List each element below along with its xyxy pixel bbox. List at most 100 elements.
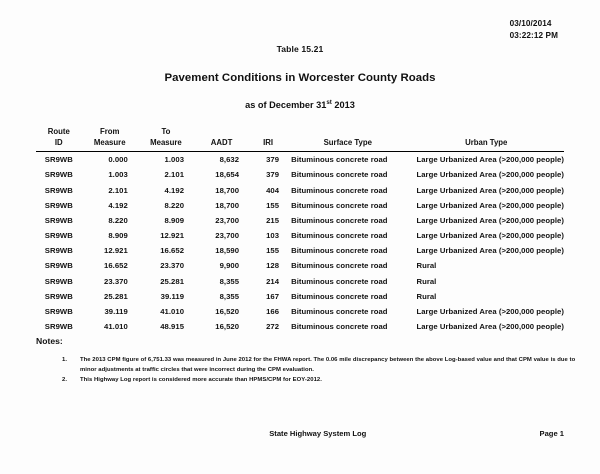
cell-aadt: 16,520 — [215, 307, 240, 316]
cell-urban_type: Large Urbanized Area (>200,000 people) — [416, 215, 564, 225]
table-row: SR9WB 2.101 4.192 18,700 404 Bituminous concr… — [36, 182, 564, 197]
cell-aadt: 23,700 — [215, 215, 240, 225]
cell-from_measure: 0.000 — [108, 155, 128, 165]
cell-aadt: 9,900 — [219, 261, 240, 271]
note-item: 1. The 2013 CPM figure of 6,751.33 was me… — [36, 356, 580, 375]
cell-urban_type: Large Urbanized Area (>200,000 people) — [416, 185, 564, 195]
page-subtitle: as of December 31st 2013 — [0, 99, 600, 110]
cell-iri: 272 — [266, 322, 280, 332]
table-row: SR9WB 8.220 8.909 23,700 215 Bituminous concr… — [36, 213, 564, 228]
cell-surface_type: Bituminous concrete road — [291, 155, 388, 165]
column-header-surface-type: Surface Type — [323, 137, 372, 147]
cell-to_measure: 25.281 — [160, 276, 185, 286]
footer-title: State Highway System Log — [269, 429, 367, 438]
cell-iri: 214 — [266, 276, 280, 286]
cell-surface_type: Bituminous concrete road — [291, 291, 388, 301]
cell-to_measure: 8.220 — [164, 200, 185, 210]
cell-aadt: 18,700 — [215, 185, 240, 195]
table-header-row: Route ID From Measure To Measure AADT IR… — [36, 127, 564, 149]
cell-aadt: 8,632 — [219, 155, 240, 165]
cell-route_id: SR9WB — [44, 215, 73, 225]
note-text: The 2013 CPM figure of 6,751.33 was meas… — [80, 357, 576, 373]
rule-cell — [194, 149, 250, 152]
header-time: 03:22:12 PM — [509, 30, 558, 40]
cell-to_measure: 2.101 — [164, 170, 185, 180]
subtitle-prefix: as of December 31 — [245, 100, 327, 110]
cell-iri: 128 — [266, 261, 280, 271]
cell-surface_type: Bituminous concrete road — [291, 185, 388, 195]
cell-from_measure: 8.220 — [108, 215, 128, 225]
note-number: 1. — [62, 357, 68, 363]
table-number: Table 15.21 — [276, 44, 324, 54]
cell-to_measure: 48.915 — [160, 322, 185, 332]
cell-surface_type: Bituminous concrete road — [291, 307, 388, 316]
cell-iri: 379 — [266, 155, 280, 165]
column-header-from-measure: From Measure — [93, 127, 126, 147]
cell-aadt: 8,355 — [219, 291, 240, 301]
column-header-aadt: AADT — [210, 137, 233, 147]
cell-to_measure: 8.909 — [164, 215, 185, 225]
cell-surface_type: Bituminous concrete road — [291, 261, 388, 271]
cell-route_id: SR9WB — [44, 276, 73, 286]
column-header-to-measure: To Measure — [150, 127, 182, 147]
cell-from_measure: 25.281 — [104, 291, 128, 301]
cell-aadt: 18,590 — [215, 246, 240, 256]
pavement-conditions-table: Route ID From Measure To Measure AADT IR… — [36, 127, 564, 334]
table-row: SR9WB 1.003 2.101 18,654 379 Bituminous concr… — [36, 167, 564, 182]
notes-label: Notes: — [36, 336, 63, 346]
cell-aadt: 8,355 — [219, 276, 240, 286]
cell-from_measure: 8.909 — [108, 231, 128, 241]
cell-urban_type: Large Urbanized Area (>200,000 people) — [416, 246, 564, 256]
page-title: Pavement Conditions in Worcester County … — [164, 72, 436, 84]
cell-urban_type: Rural — [416, 276, 437, 286]
note-item: 2. This Highway Log report is considered … — [36, 376, 580, 386]
footer-page-number: Page 1 — [539, 429, 564, 438]
title-block: Table 15.21 Pavement Conditions in Worce… — [0, 44, 600, 110]
table-row: SR9WB 4.192 8.220 18,700 155 Bituminous concr… — [36, 198, 564, 213]
cell-route_id: SR9WB — [44, 322, 73, 332]
cell-urban_type: Large Urbanized Area (>200,000 people) — [416, 200, 564, 210]
cell-iri: 215 — [266, 215, 280, 225]
cell-from_measure: 1.003 — [108, 170, 128, 180]
cell-route_id: SR9WB — [44, 170, 73, 180]
cell-surface_type: Bituminous concrete road — [291, 231, 388, 241]
table-row: SR9WB 0.000 1.003 8,632 379 Bituminous concre… — [36, 152, 564, 168]
cell-to_measure: 4.192 — [164, 185, 185, 195]
table-row: SR9WB 8.909 12.921 23,700 103 Bituminous conc… — [36, 228, 564, 243]
table-row: SR9WB 16.652 23.370 9,900 128 Bituminous conc… — [36, 258, 564, 273]
cell-to_measure: 41.010 — [160, 307, 185, 316]
column-header-urban-type: Urban Type — [465, 137, 508, 147]
cell-surface_type: Bituminous concrete road — [291, 215, 388, 225]
rule-cell — [137, 149, 195, 152]
subtitle-suffix: 2013 — [331, 100, 355, 110]
cell-surface_type: Bituminous concrete road — [291, 276, 388, 286]
cell-route_id: SR9WB — [44, 246, 73, 256]
cell-surface_type: Bituminous concrete road — [291, 200, 388, 210]
rule-cell — [287, 149, 409, 152]
cell-surface_type: Bituminous concrete road — [291, 170, 388, 180]
cell-iri: 379 — [266, 170, 280, 180]
table-header: Route ID From Measure To Measure AADT IR… — [36, 127, 564, 152]
notes-list: 1. The 2013 CPM figure of 6,751.33 was me… — [36, 356, 580, 386]
table-row: SR9WB 39.119 41.010 16,520 166 Bituminous con… — [36, 304, 564, 319]
cell-urban_type: Rural — [416, 291, 437, 301]
cell-aadt: 23,700 — [215, 231, 240, 241]
cell-to_measure: 23.370 — [160, 261, 185, 271]
cell-iri: 155 — [266, 246, 280, 256]
cell-urban_type: Large Urbanized Area (>200,000 people) — [416, 322, 564, 332]
cell-iri: 404 — [266, 185, 280, 195]
rule-cell — [36, 149, 82, 152]
cell-from_measure: 23.370 — [104, 276, 128, 286]
cell-to_measure: 1.003 — [164, 155, 185, 165]
document-timestamp: 03/10/2014 03:22:12 PM — [510, 18, 558, 42]
page-footer: State Highway System Log Page 1 — [36, 429, 564, 438]
note-text: This Highway Log report is considered mo… — [80, 377, 322, 384]
column-header-route-id: Route ID — [47, 127, 70, 147]
cell-surface_type: Bituminous concrete road — [291, 322, 388, 332]
cell-route_id: SR9WB — [44, 200, 73, 210]
cell-from_measure: 12.921 — [104, 246, 128, 256]
cell-aadt: 16,520 — [215, 322, 240, 332]
rule-cell — [249, 149, 288, 152]
cell-from_measure: 2.101 — [108, 185, 128, 195]
